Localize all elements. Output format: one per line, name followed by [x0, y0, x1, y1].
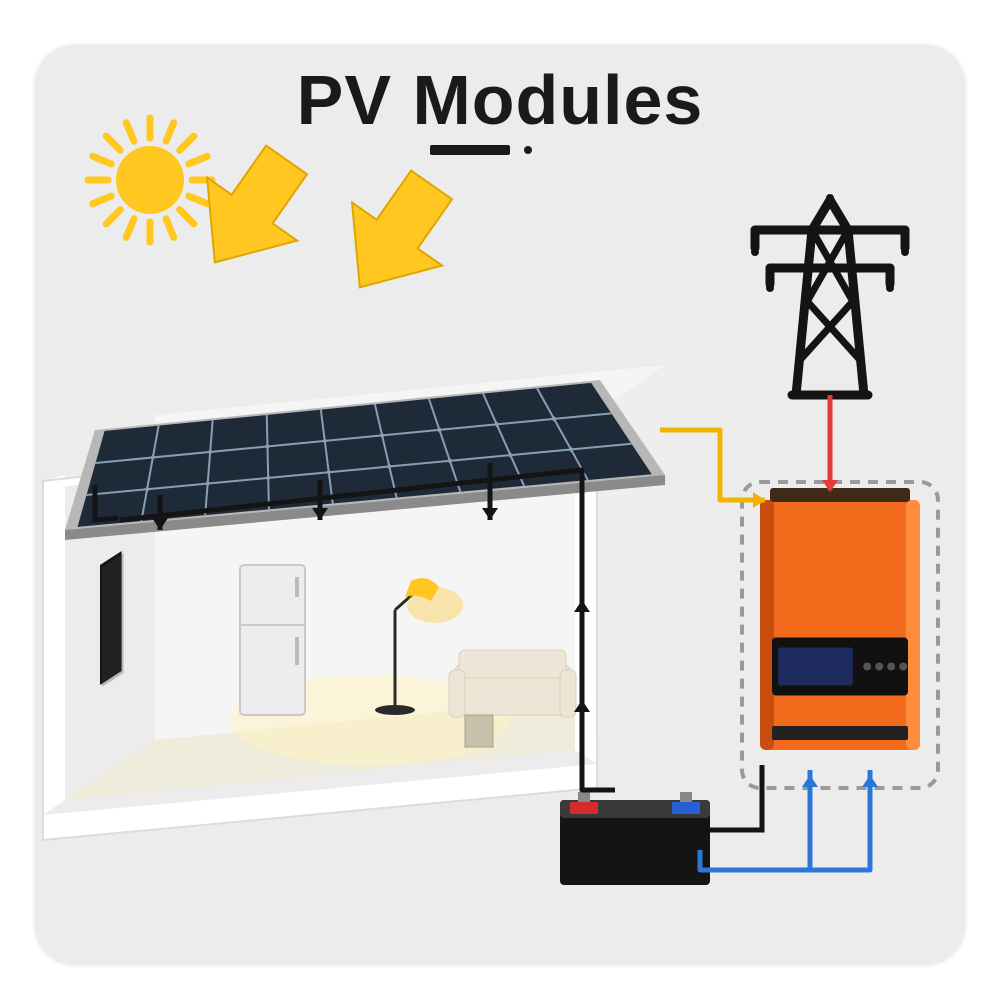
title-dot	[524, 146, 532, 154]
title-underline	[430, 145, 510, 155]
diagram-card	[35, 45, 965, 965]
diagram-title: PV Modules	[0, 60, 1000, 140]
